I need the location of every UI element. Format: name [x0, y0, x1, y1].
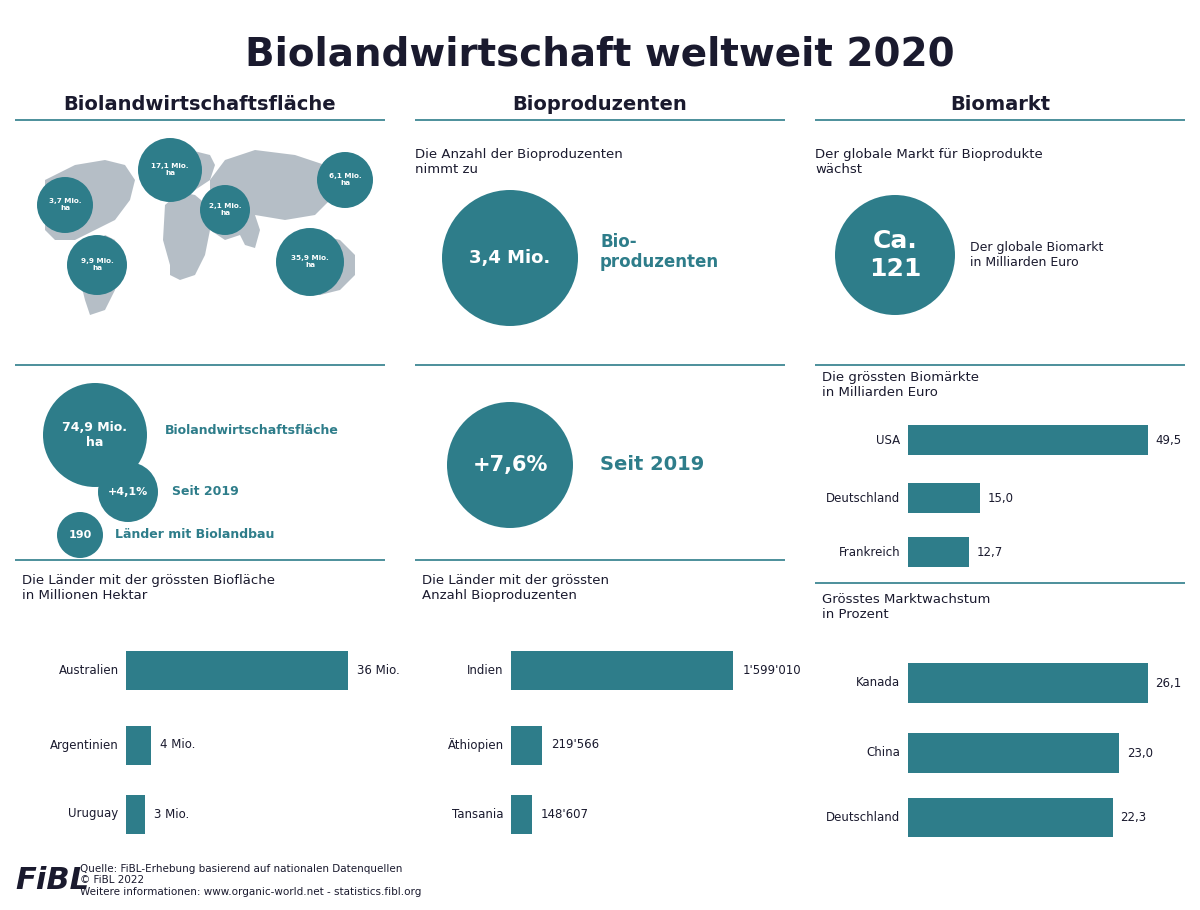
FancyBboxPatch shape: [907, 425, 1148, 455]
Text: Die grössten Biomärkte
in Milliarden Euro: Die grössten Biomärkte in Milliarden Eur…: [822, 371, 979, 399]
Text: 1'599'010: 1'599'010: [743, 663, 802, 676]
Text: Die Länder mit der grössten Biofläche
in Millionen Hektar: Die Länder mit der grössten Biofläche in…: [23, 574, 276, 602]
Text: +4,1%: +4,1%: [108, 487, 148, 497]
Text: Quelle: FiBL-Erhebung basierend auf nationalen Datenquellen
© FiBL 2022
Weitere : Quelle: FiBL-Erhebung basierend auf nati…: [80, 864, 421, 897]
FancyBboxPatch shape: [907, 537, 970, 567]
FancyBboxPatch shape: [907, 663, 1148, 703]
Text: Bioproduzenten: Bioproduzenten: [512, 96, 688, 115]
Text: Kanada: Kanada: [856, 676, 900, 690]
Text: Deutschland: Deutschland: [826, 491, 900, 505]
Text: Die Länder mit der grössten
Anzahl Bioproduzenten: Die Länder mit der grössten Anzahl Biopr…: [422, 574, 610, 602]
Circle shape: [37, 177, 94, 233]
Text: Deutschland: Deutschland: [826, 811, 900, 824]
Polygon shape: [80, 235, 120, 315]
Text: 6,1 Mio.
ha: 6,1 Mio. ha: [329, 174, 361, 187]
Text: 12,7: 12,7: [977, 546, 1003, 559]
Text: Grösstes Marktwachstum
in Prozent: Grösstes Marktwachstum in Prozent: [822, 593, 991, 622]
Polygon shape: [240, 215, 260, 248]
Text: USA: USA: [876, 434, 900, 447]
Text: FiBL: FiBL: [14, 865, 89, 895]
Text: Uruguay: Uruguay: [68, 807, 119, 821]
Text: 22,3: 22,3: [1121, 811, 1146, 824]
FancyBboxPatch shape: [126, 725, 151, 764]
Polygon shape: [170, 150, 215, 192]
FancyBboxPatch shape: [511, 651, 733, 690]
Text: 219'566: 219'566: [551, 739, 599, 752]
Text: +7,6%: +7,6%: [473, 455, 547, 475]
Text: 49,5: 49,5: [1156, 434, 1182, 447]
Text: 26,1: 26,1: [1156, 676, 1182, 690]
Text: Biomarkt: Biomarkt: [950, 96, 1050, 115]
Text: Biolandwirtschaft weltweit 2020: Biolandwirtschaft weltweit 2020: [245, 36, 955, 74]
Text: Bio-
produzenten: Bio- produzenten: [600, 233, 719, 271]
Text: China: China: [866, 746, 900, 760]
Text: 23,0: 23,0: [1127, 746, 1153, 760]
FancyBboxPatch shape: [907, 733, 1120, 773]
FancyBboxPatch shape: [126, 794, 144, 834]
FancyBboxPatch shape: [126, 651, 348, 690]
Text: 2,1 Mio.
ha: 2,1 Mio. ha: [209, 204, 241, 217]
Text: 3 Mio.: 3 Mio.: [154, 807, 190, 821]
Text: Die Anzahl der Bioproduzenten
nimmt zu: Die Anzahl der Bioproduzenten nimmt zu: [415, 148, 623, 176]
Text: 9,9 Mio.
ha: 9,9 Mio. ha: [80, 258, 113, 271]
Polygon shape: [210, 150, 335, 220]
Text: Biolandwirtschaftsfläche: Biolandwirtschaftsfläche: [166, 423, 338, 437]
Text: Seit 2019: Seit 2019: [172, 486, 239, 499]
Text: 74,9 Mio.
ha: 74,9 Mio. ha: [62, 421, 127, 449]
Text: 190: 190: [68, 530, 91, 540]
Text: Ca.
121: Ca. 121: [869, 229, 922, 281]
FancyBboxPatch shape: [907, 798, 1112, 837]
Text: 35,9 Mio.
ha: 35,9 Mio. ha: [292, 256, 329, 268]
Circle shape: [276, 228, 344, 296]
Text: 17,1 Mio.
ha: 17,1 Mio. ha: [151, 164, 188, 177]
Circle shape: [200, 185, 250, 235]
FancyBboxPatch shape: [511, 725, 541, 764]
Polygon shape: [210, 205, 240, 240]
Text: Länder mit Biolandbau: Länder mit Biolandbau: [115, 529, 275, 541]
Polygon shape: [163, 192, 210, 280]
Text: 4 Mio.: 4 Mio.: [160, 739, 196, 752]
Text: Der globale Biomarkt
in Milliarden Euro: Der globale Biomarkt in Milliarden Euro: [970, 241, 1103, 269]
Text: Der globale Markt für Bioprodukte
wächst: Der globale Markt für Bioprodukte wächst: [815, 148, 1043, 176]
Circle shape: [138, 138, 202, 202]
Text: Indien: Indien: [467, 663, 504, 676]
Text: Australien: Australien: [59, 663, 119, 676]
Polygon shape: [46, 160, 134, 240]
Text: Äthiopien: Äthiopien: [448, 738, 504, 752]
Text: 15,0: 15,0: [988, 491, 1014, 505]
Text: Argentinien: Argentinien: [50, 739, 119, 752]
Polygon shape: [295, 235, 355, 295]
Text: Tansania: Tansania: [452, 807, 504, 821]
Text: Seit 2019: Seit 2019: [600, 456, 704, 474]
FancyBboxPatch shape: [511, 794, 532, 834]
Text: Biolandwirtschaftsfläche: Biolandwirtschaftsfläche: [64, 96, 336, 115]
Text: 36 Mio.: 36 Mio.: [358, 663, 400, 676]
FancyBboxPatch shape: [907, 483, 980, 513]
Text: Frankreich: Frankreich: [839, 546, 900, 559]
Text: 148'607: 148'607: [541, 807, 589, 821]
Text: 3,4 Mio.: 3,4 Mio.: [469, 249, 551, 267]
Text: 3,7 Mio.
ha: 3,7 Mio. ha: [49, 198, 82, 211]
Circle shape: [67, 235, 127, 295]
Circle shape: [317, 152, 373, 208]
